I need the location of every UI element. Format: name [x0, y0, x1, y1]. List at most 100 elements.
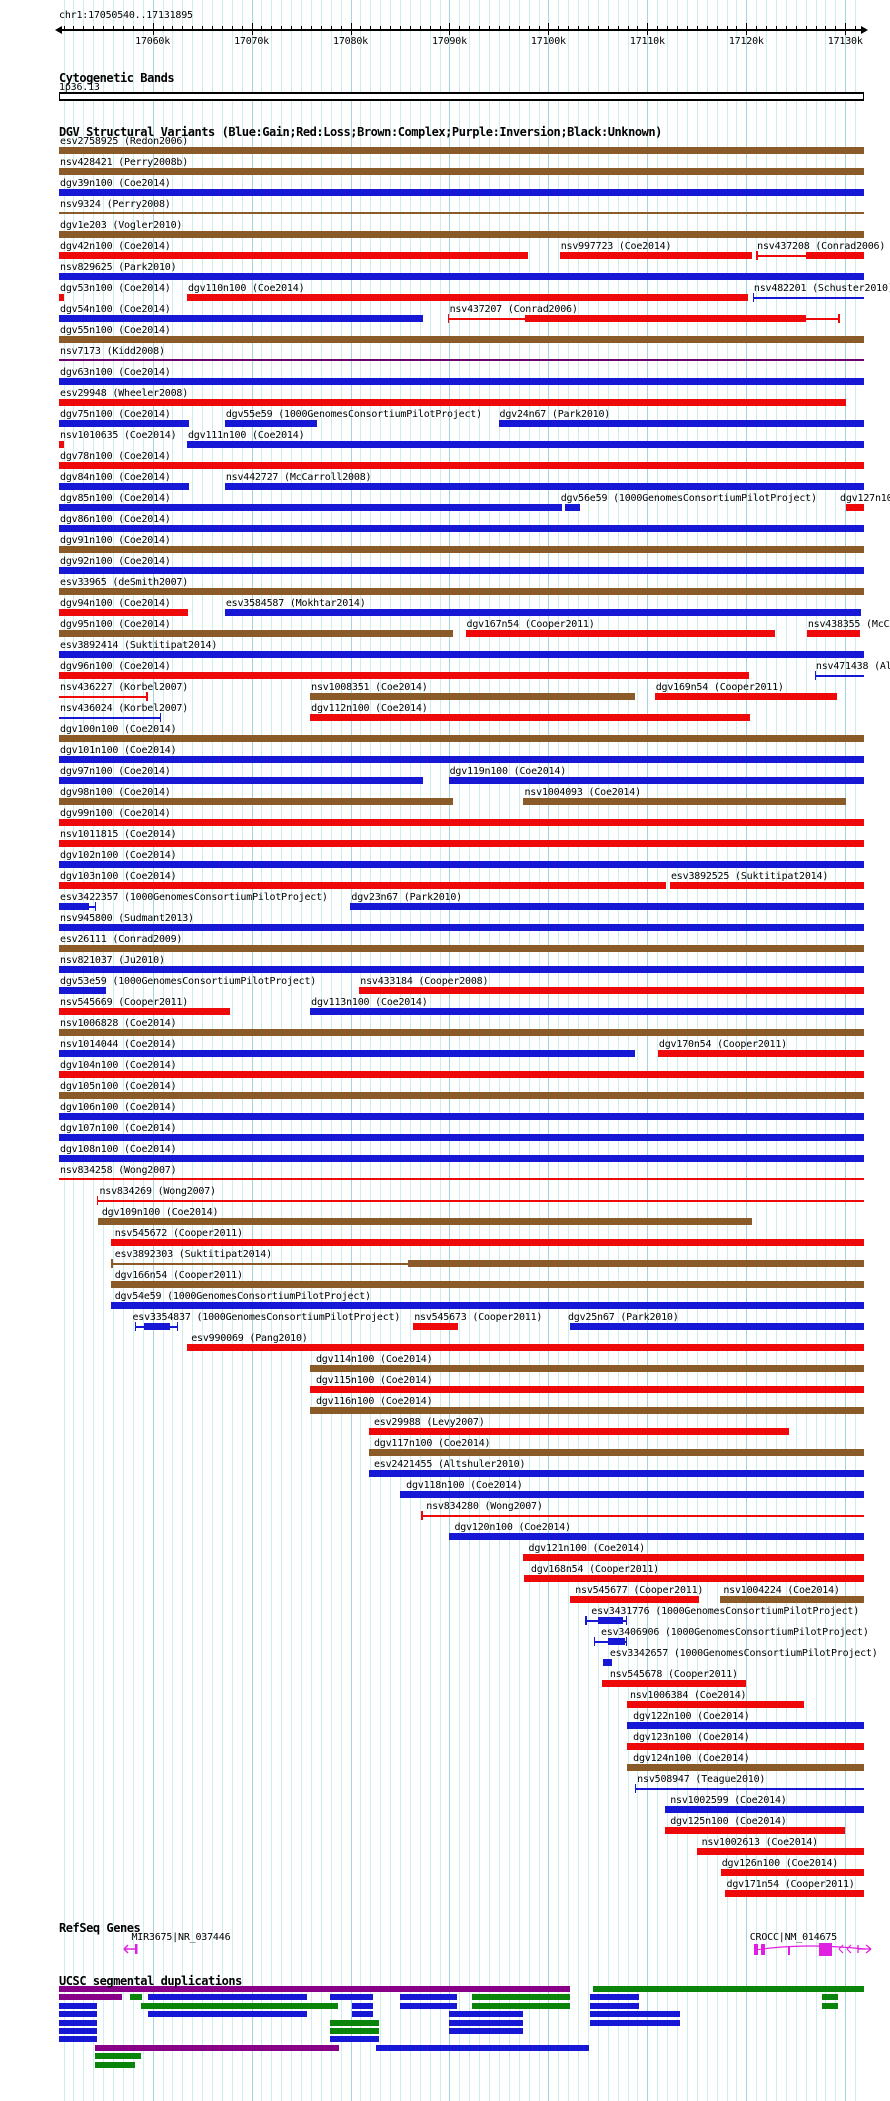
variant-whisker[interactable]	[96, 1196, 864, 1205]
variant-bar[interactable]	[310, 1365, 864, 1372]
segdup-bar[interactable]	[147, 1994, 307, 2001]
variant-bar[interactable]	[59, 987, 106, 994]
variant-bar[interactable]	[59, 315, 423, 322]
segdup-bar[interactable]	[590, 2019, 680, 2026]
variant-bar[interactable]	[59, 252, 529, 259]
variant-bar[interactable]	[59, 840, 864, 847]
variant-bar[interactable]	[59, 399, 847, 406]
variant-bar[interactable]	[448, 1533, 864, 1540]
variant-whisker[interactable]	[447, 314, 840, 323]
segdup-bar[interactable]	[330, 2019, 379, 2026]
variant-bar[interactable]	[59, 1092, 864, 1099]
variant-bar[interactable]	[59, 567, 864, 574]
variant-bar[interactable]	[224, 420, 317, 427]
variant-whisker[interactable]	[756, 251, 864, 260]
variant-bar[interactable]	[224, 609, 861, 616]
segdup-bar[interactable]	[822, 1994, 839, 2001]
variant-whisker[interactable]	[593, 1637, 628, 1646]
variant-bar[interactable]	[310, 1008, 864, 1015]
variant-line[interactable]	[59, 1178, 864, 1180]
segdup-bar[interactable]	[400, 1994, 457, 2001]
variant-bar[interactable]	[413, 1323, 459, 1330]
variant-bar[interactable]	[654, 693, 837, 700]
variant-bar[interactable]	[602, 1680, 747, 1687]
segdup-bar[interactable]	[147, 2011, 307, 2018]
segdup-bar[interactable]	[590, 2002, 639, 2009]
variant-bar[interactable]	[59, 1134, 864, 1141]
variant-bar[interactable]	[448, 777, 864, 784]
variant-bar[interactable]	[59, 462, 864, 469]
segdup-bar[interactable]	[822, 2002, 839, 2009]
variant-bar[interactable]	[465, 630, 775, 637]
variant-bar[interactable]	[59, 420, 190, 427]
variant-bar[interactable]	[570, 1323, 864, 1330]
variant-bar[interactable]	[627, 1701, 805, 1708]
segdup-bar[interactable]	[590, 1994, 639, 2001]
variant-bar[interactable]	[59, 168, 864, 175]
segdup-bar[interactable]	[352, 2011, 373, 2018]
segdup-bar[interactable]	[59, 1994, 122, 2001]
variant-bar[interactable]	[59, 147, 864, 154]
variant-line[interactable]	[59, 212, 864, 214]
variant-whisker[interactable]	[585, 1616, 628, 1625]
variant-bar[interactable]	[59, 819, 864, 826]
variant-bar[interactable]	[627, 1743, 864, 1750]
variant-whisker[interactable]	[752, 293, 864, 302]
variant-bar[interactable]	[59, 861, 864, 868]
variant-bar[interactable]	[59, 1029, 864, 1036]
segdup-bar[interactable]	[95, 2044, 340, 2051]
segdup-bar[interactable]	[448, 2011, 524, 2018]
variant-bar[interactable]	[806, 630, 860, 637]
variant-bar[interactable]	[846, 504, 864, 511]
segdup-bar[interactable]	[95, 2053, 142, 2060]
variant-bar[interactable]	[59, 756, 864, 763]
variant-bar[interactable]	[665, 1806, 864, 1813]
variant-bar[interactable]	[111, 1302, 864, 1309]
variant-bar[interactable]	[368, 1449, 864, 1456]
variant-bar[interactable]	[59, 483, 190, 490]
gene-glyph-mir3675[interactable]	[122, 1943, 142, 1955]
variant-bar[interactable]	[719, 1596, 864, 1603]
variant-bar[interactable]	[627, 1722, 864, 1729]
variant-bar[interactable]	[59, 294, 64, 301]
variant-bar[interactable]	[59, 504, 563, 511]
variant-bar[interactable]	[665, 1827, 846, 1834]
variant-whisker[interactable]	[59, 713, 162, 722]
segdup-bar[interactable]	[59, 1986, 571, 1992]
variant-bar[interactable]	[59, 798, 454, 805]
variant-bar[interactable]	[350, 903, 864, 910]
variant-bar[interactable]	[368, 1428, 790, 1435]
variant-bar[interactable]	[186, 294, 749, 301]
variant-whisker[interactable]	[634, 1784, 864, 1793]
segdup-bar[interactable]	[330, 1994, 373, 2001]
variant-bar[interactable]	[59, 672, 749, 679]
variant-bar[interactable]	[59, 777, 423, 784]
variant-bar[interactable]	[59, 378, 864, 385]
variant-bar[interactable]	[59, 609, 188, 616]
segdup-bar[interactable]	[59, 2036, 97, 2043]
variant-bar[interactable]	[627, 1764, 864, 1771]
variant-bar[interactable]	[498, 420, 864, 427]
variant-bar[interactable]	[59, 189, 864, 196]
segdup-bar[interactable]	[330, 2028, 379, 2034]
variant-bar[interactable]	[565, 504, 580, 511]
variant-bar[interactable]	[522, 1554, 864, 1561]
variant-bar[interactable]	[522, 798, 847, 805]
cytoband-track[interactable]	[59, 92, 864, 101]
variant-whisker[interactable]	[134, 1322, 179, 1331]
variant-bar[interactable]	[368, 1470, 864, 1477]
segdup-bar[interactable]	[59, 2002, 97, 2009]
segdup-bar[interactable]	[59, 2028, 97, 2034]
gene-glyph-crocc[interactable]	[753, 1942, 878, 1956]
variant-bar[interactable]	[59, 630, 454, 637]
variant-bar[interactable]	[59, 546, 864, 553]
segdup-bar[interactable]	[592, 1986, 864, 1992]
variant-bar[interactable]	[524, 1575, 864, 1582]
variant-bar[interactable]	[559, 252, 753, 259]
variant-bar[interactable]	[59, 336, 864, 343]
variant-bar[interactable]	[59, 1155, 864, 1162]
variant-bar[interactable]	[570, 1596, 699, 1603]
variant-bar[interactable]	[603, 1659, 613, 1666]
variant-bar[interactable]	[59, 903, 89, 910]
segdup-bar[interactable]	[400, 2002, 457, 2009]
